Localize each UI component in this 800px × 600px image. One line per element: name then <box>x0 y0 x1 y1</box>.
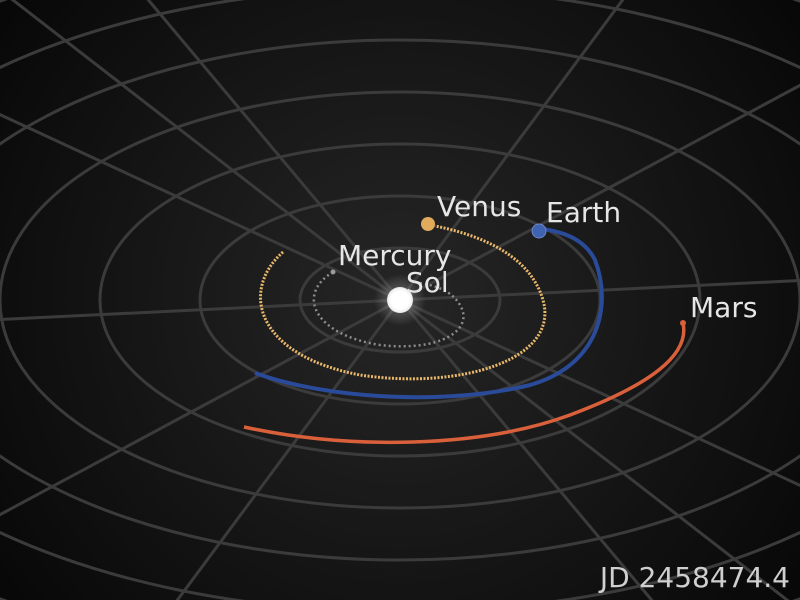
mars-planet-icon[interactable] <box>680 320 686 326</box>
venus-planet-icon[interactable] <box>421 217 435 231</box>
earth-planet-icon[interactable] <box>532 224 546 238</box>
julian-date-readout: JD 2458474.4 <box>600 561 790 594</box>
sun-icon[interactable] <box>387 287 413 313</box>
mercury-planet-icon[interactable] <box>331 270 336 275</box>
